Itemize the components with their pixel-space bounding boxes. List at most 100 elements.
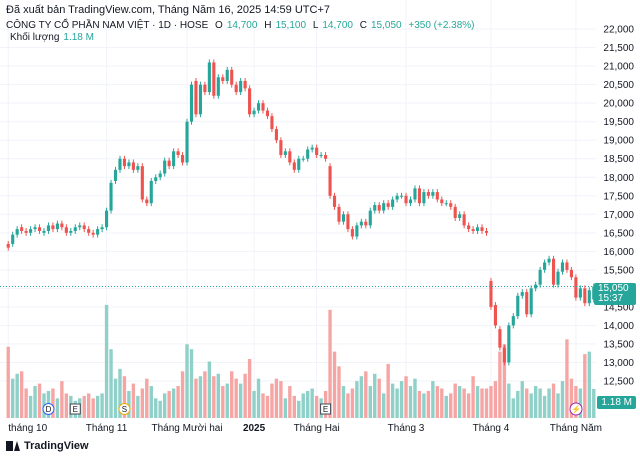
candle-body bbox=[279, 140, 283, 156]
candle-body bbox=[328, 166, 332, 196]
candle bbox=[55, 220, 59, 233]
event-markers[interactable]: D E S E ⚡ bbox=[42, 402, 583, 416]
volume-bar bbox=[247, 359, 252, 418]
candle bbox=[105, 207, 109, 231]
candle bbox=[471, 226, 475, 234]
volume-bar bbox=[337, 366, 341, 418]
candle-body bbox=[37, 227, 42, 231]
volume-bar bbox=[176, 386, 180, 418]
candle-body bbox=[172, 151, 176, 167]
volume-label[interactable]: Khối lượng bbox=[10, 32, 60, 43]
price-tick-label: 19,000 bbox=[603, 136, 634, 147]
candle bbox=[113, 166, 118, 184]
volume-bar bbox=[243, 373, 247, 418]
candle-body bbox=[288, 151, 292, 163]
volume-bars bbox=[6, 304, 596, 418]
volume-bar bbox=[435, 386, 440, 418]
volume-bar bbox=[475, 386, 480, 418]
event-marker[interactable]: S bbox=[118, 403, 131, 415]
candle-body bbox=[565, 262, 569, 270]
candle bbox=[87, 226, 91, 236]
candle bbox=[29, 226, 33, 236]
volume-bar bbox=[404, 376, 408, 418]
candle bbox=[502, 344, 506, 366]
last-price-tag: 15,050 15:37 bbox=[594, 283, 636, 305]
tradingview-brand[interactable]: TradingView bbox=[6, 440, 89, 452]
volume-bar bbox=[122, 376, 127, 418]
volume-bar bbox=[292, 395, 296, 418]
volume-bar bbox=[395, 388, 399, 418]
volume-bar bbox=[502, 344, 507, 418]
candle-body bbox=[435, 192, 439, 200]
candle-body bbox=[324, 155, 328, 159]
candle-body bbox=[131, 162, 135, 170]
candle-body bbox=[534, 284, 538, 289]
volume-bar bbox=[167, 390, 171, 418]
time-tick-label: Tháng Năm bbox=[550, 423, 602, 434]
candle-body bbox=[136, 166, 140, 170]
candle-body bbox=[462, 214, 466, 226]
candle-body bbox=[82, 225, 86, 230]
volume-bar bbox=[341, 386, 346, 418]
event-marker[interactable]: E bbox=[69, 403, 81, 415]
volume-bar bbox=[314, 395, 319, 418]
candle bbox=[20, 224, 24, 234]
candle bbox=[458, 211, 462, 221]
volume-bar bbox=[203, 371, 207, 418]
tradingview-logo-icon bbox=[6, 441, 20, 451]
candle bbox=[435, 189, 439, 203]
candle-body bbox=[355, 225, 359, 237]
candle bbox=[82, 222, 86, 233]
volume-bar bbox=[86, 393, 91, 418]
candle bbox=[46, 222, 51, 234]
candle bbox=[234, 81, 238, 96]
volume-bar bbox=[185, 344, 189, 418]
volume-bar bbox=[162, 393, 167, 418]
time-axis[interactable]: tháng 10 Tháng 11 Tháng Mười hai 2025 Tháng … bbox=[8, 423, 602, 434]
volume-tag: 1.18 M bbox=[597, 396, 636, 409]
candle bbox=[283, 148, 287, 158]
event-marker-shape bbox=[118, 403, 131, 415]
volume-bar bbox=[37, 383, 42, 418]
price-tick-label: 14,000 bbox=[603, 321, 634, 332]
volume-bar bbox=[373, 373, 377, 418]
candle bbox=[467, 222, 471, 233]
lightning-marker[interactable]: ⚡ bbox=[569, 402, 583, 416]
candle-body bbox=[574, 277, 578, 298]
candle-body bbox=[529, 288, 533, 315]
candle bbox=[248, 85, 252, 118]
volume-bar bbox=[542, 395, 547, 418]
volume-bar bbox=[583, 354, 587, 418]
symbol-name[interactable]: CÔNG TY CỔ PHẦN NAM VIỆT · 1D · HOSE bbox=[6, 20, 209, 31]
volume-bar bbox=[422, 393, 426, 418]
candle bbox=[534, 281, 538, 292]
volume-bar bbox=[408, 386, 413, 418]
candle bbox=[225, 66, 229, 84]
volume-bar bbox=[234, 378, 238, 418]
candle bbox=[37, 224, 42, 234]
price-tick-label: 13,500 bbox=[603, 339, 634, 350]
candle-body bbox=[113, 169, 118, 181]
candle bbox=[189, 81, 194, 125]
candle bbox=[328, 163, 332, 199]
candle-body bbox=[297, 158, 301, 170]
candle bbox=[386, 200, 390, 210]
candle-body bbox=[484, 230, 489, 233]
volume-bar bbox=[230, 371, 234, 418]
volume-bar bbox=[283, 398, 288, 418]
candle-body bbox=[55, 223, 59, 230]
candle-body bbox=[60, 223, 64, 228]
grid-lines bbox=[0, 0, 596, 418]
candle-body bbox=[417, 188, 422, 204]
candle-body bbox=[502, 347, 506, 363]
candle bbox=[462, 211, 466, 229]
event-marker[interactable]: D bbox=[42, 403, 55, 415]
volume-bar bbox=[328, 309, 332, 418]
candle bbox=[368, 207, 372, 229]
candle-body bbox=[386, 203, 390, 207]
volume-bar bbox=[270, 383, 274, 418]
event-marker[interactable]: E bbox=[320, 403, 332, 415]
price-axis[interactable]: 12,50013,00013,50014,00014,50015,00015,5… bbox=[603, 25, 634, 388]
volume-bar bbox=[493, 381, 498, 418]
